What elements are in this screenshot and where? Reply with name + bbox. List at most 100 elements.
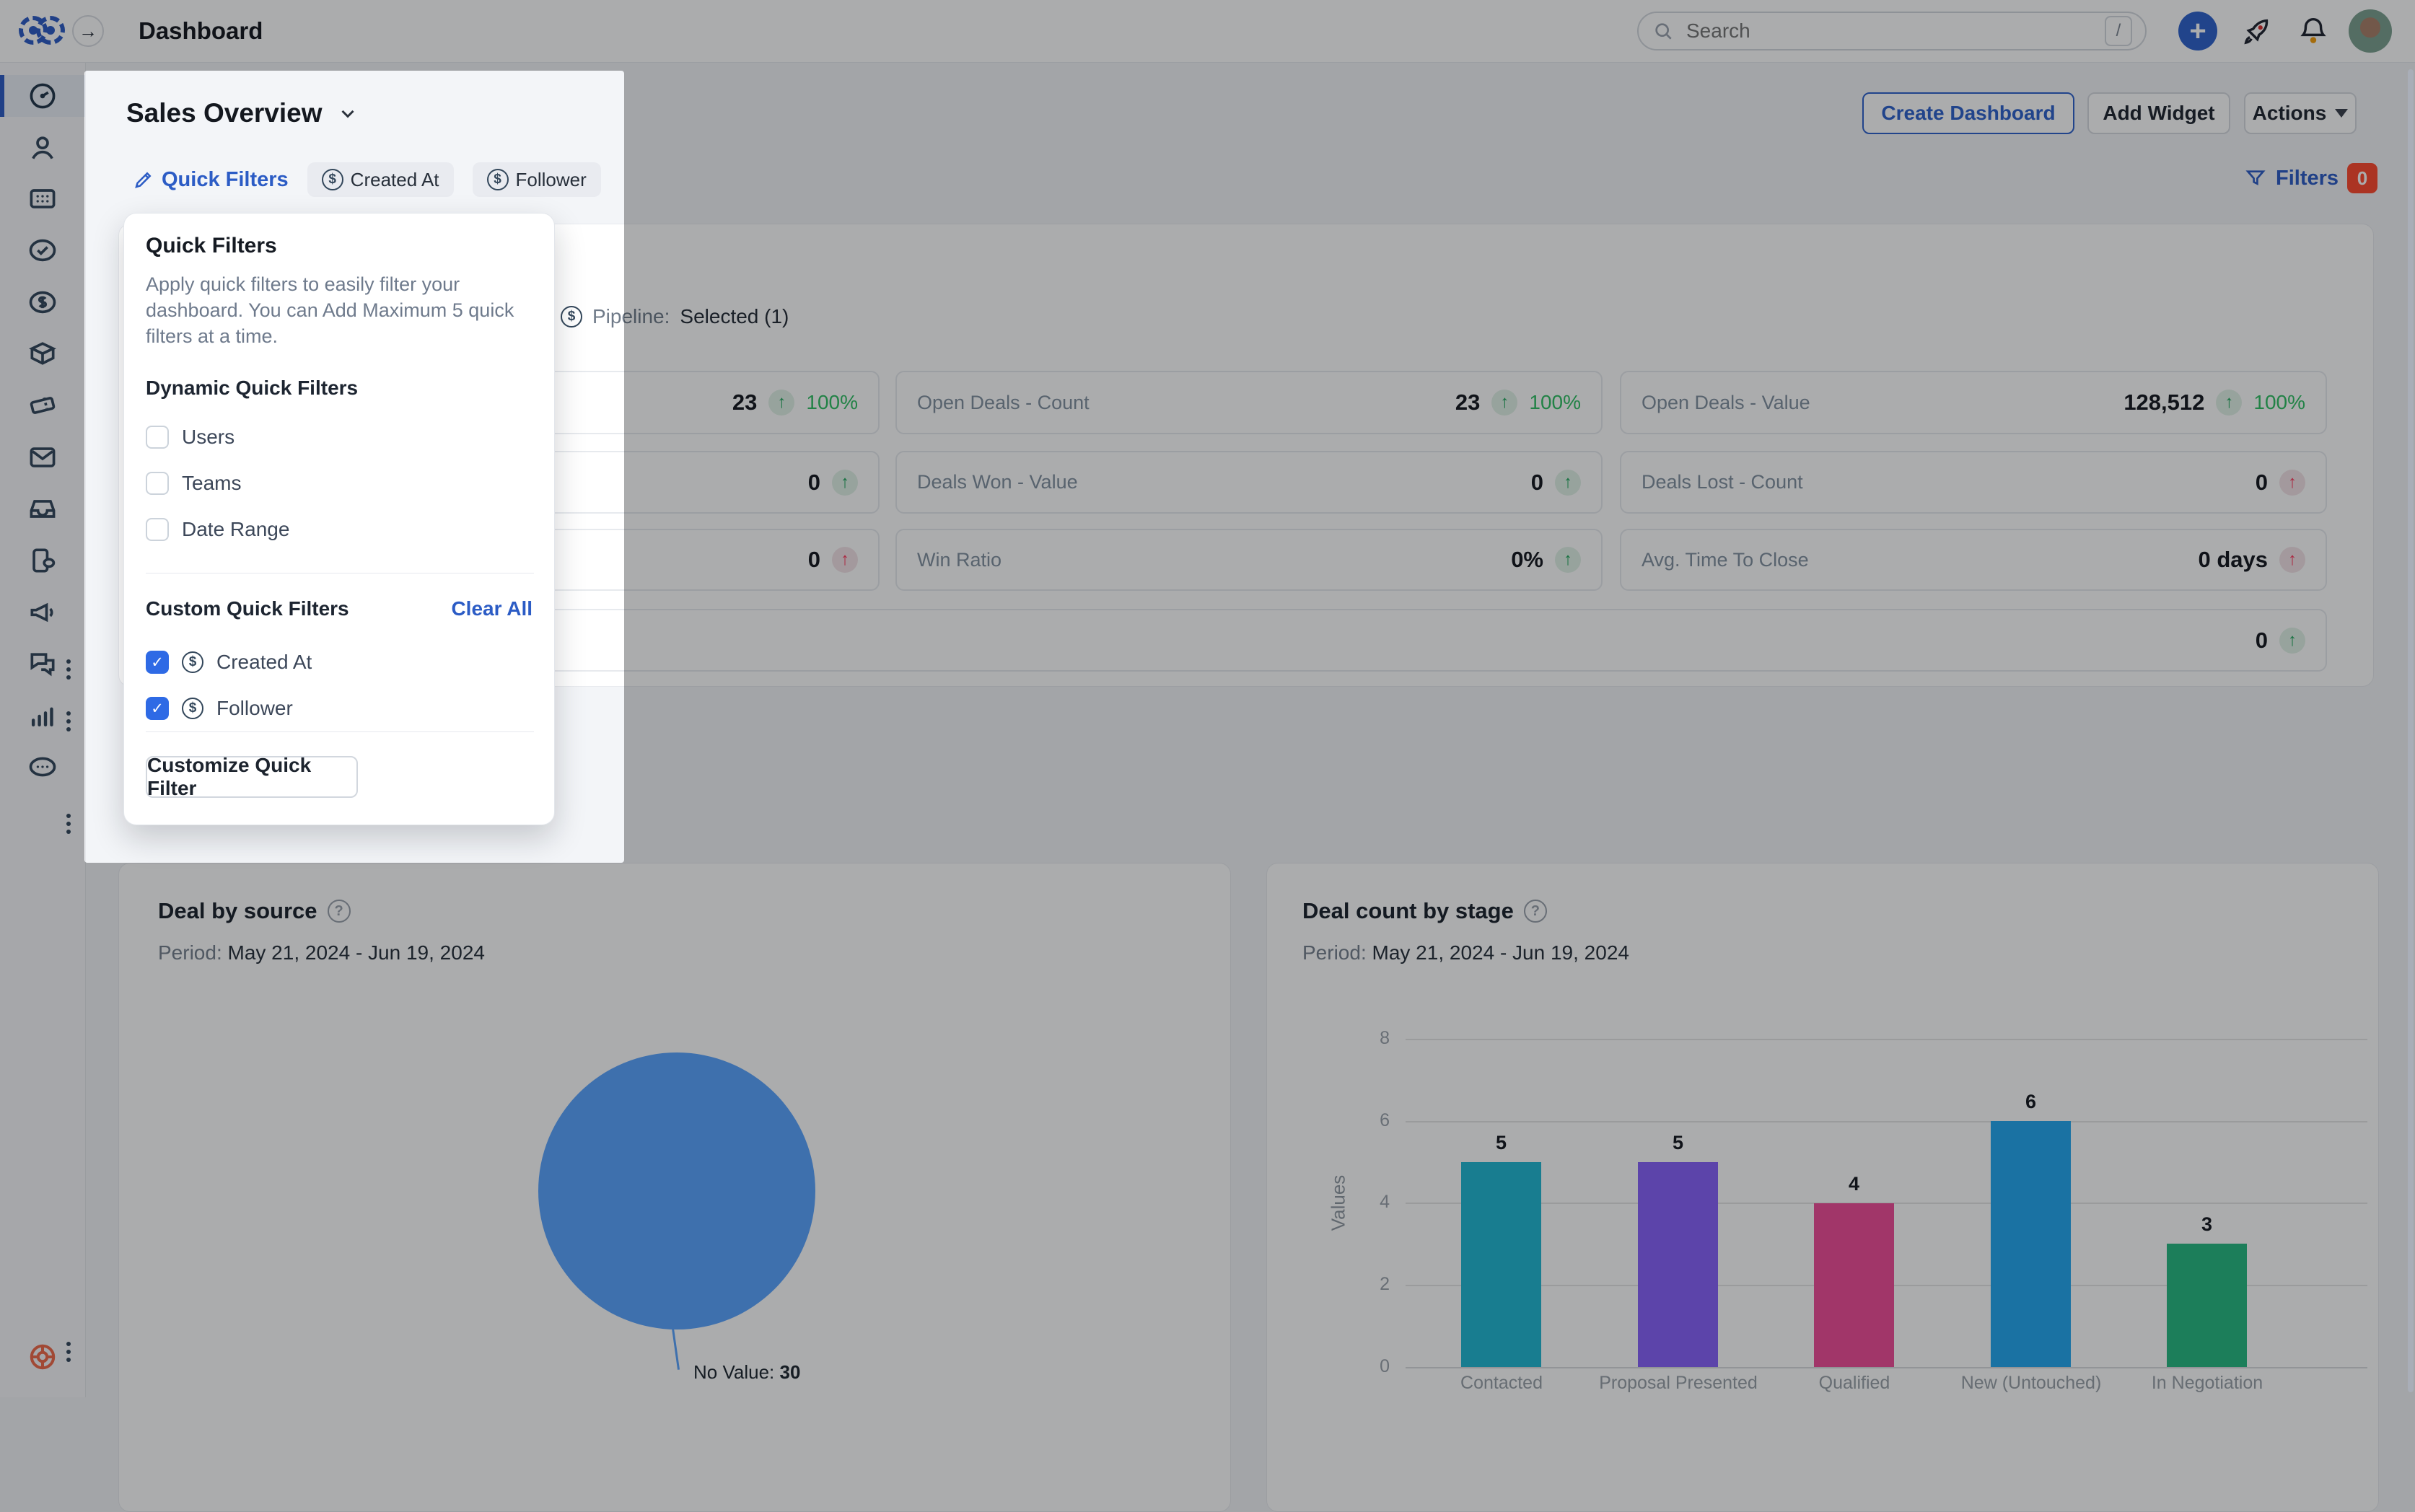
sidebar-item-analytics[interactable]: [0, 695, 85, 737]
bar-contacted[interactable]: [1461, 1161, 1541, 1367]
kpi-tile-win-ratio[interactable]: Win Ratio 0% ↑: [895, 529, 1603, 591]
tickets-ticket-icon: [30, 397, 56, 414]
freshworks-logo-icon[interactable]: [19, 16, 65, 45]
filters-count-badge: 0: [2347, 163, 2378, 193]
create-dashboard-button[interactable]: Create Dashboard: [1862, 92, 2074, 134]
kpi-tile-open-deals-value[interactable]: Open Deals - Value 128,512 ↑ 100%: [1620, 371, 2327, 434]
left-nav-sidebar: [0, 62, 86, 1397]
option-teams[interactable]: Teams: [146, 467, 241, 499]
bar-new-untouched[interactable]: [1991, 1120, 2071, 1367]
bar-proposal-presented[interactable]: [1638, 1161, 1718, 1367]
quick-filters-edit-link[interactable]: Quick Filters: [133, 168, 289, 192]
checkbox[interactable]: [146, 426, 169, 449]
deal-dollar-icon: $: [182, 651, 203, 673]
bar-value-label: 5: [1495, 1131, 1507, 1153]
chats-kebab-icon[interactable]: [66, 711, 71, 731]
checkbox[interactable]: [146, 472, 169, 495]
kpi-tile-deals-lost-count[interactable]: Deals Lost - Count 0 ↑: [1620, 451, 2327, 514]
search-shortcut-key: /: [2105, 16, 2132, 46]
option-users[interactable]: Users: [146, 421, 235, 453]
x-tick-label: Qualified: [1818, 1373, 1890, 1393]
bar-value-label: 4: [1848, 1172, 1860, 1195]
quick-add-button[interactable]: +: [2178, 12, 2217, 50]
actions-button[interactable]: Actions: [2244, 92, 2357, 134]
sidebar-item-deals[interactable]: [0, 281, 85, 323]
campaigns-megaphone-icon: [30, 602, 53, 623]
checkbox[interactable]: [146, 518, 169, 541]
sidebar-item-campaigns[interactable]: [0, 592, 85, 633]
notifications-bell-icon[interactable]: [2297, 14, 2330, 48]
popup-title: Quick Filters: [146, 234, 277, 258]
deal-dollar-icon: $: [182, 698, 203, 719]
pipeline-filter[interactable]: $ Pipeline: Selected (1): [561, 305, 789, 328]
campaigns-kebab-icon[interactable]: [66, 659, 71, 680]
deal-count-by-stage-widget: Deal count by stage ? Period: May 21, 20…: [1266, 863, 2379, 1512]
bar-in-negotiation[interactable]: [2167, 1244, 2247, 1367]
pipeline-label: Pipeline:: [592, 305, 670, 328]
chart-period: Period: May 21, 2024 - Jun 19, 2024: [1302, 941, 1629, 964]
bar-qualified[interactable]: [1814, 1203, 1894, 1367]
whats-new-rocket-icon[interactable]: [2240, 14, 2274, 48]
deal-by-source-widget: Deal by source ? Period: May 21, 2024 - …: [118, 863, 1231, 1512]
sidebar-item-phone[interactable]: [0, 540, 85, 581]
switcher-arrow-icon[interactable]: →: [72, 15, 104, 47]
sidebar-item-chats[interactable]: [0, 643, 85, 685]
sidebar-item-more[interactable]: [0, 746, 85, 788]
option-follower[interactable]: ✓ $ Follower: [146, 693, 293, 724]
sidebar-item-products[interactable]: [0, 333, 85, 374]
pipeline-value: Selected (1): [680, 305, 789, 328]
contacts-person-icon: [32, 136, 53, 159]
search-bar[interactable]: /: [1637, 12, 2147, 50]
more-ellipsis-icon: [29, 757, 56, 777]
funnel-icon: [2245, 170, 2266, 185]
add-widget-button[interactable]: Add Widget: [2087, 92, 2230, 134]
customize-quick-filter-button[interactable]: Customize Quick Filter: [146, 754, 358, 799]
pie-leader-line: [671, 1328, 680, 1370]
chevron-down-icon: [341, 110, 354, 118]
top-header: → Dashboard / +: [0, 0, 2415, 63]
option-date-range[interactable]: Date Range: [146, 514, 289, 545]
bar-value-label: 5: [1672, 1131, 1684, 1153]
bar-value-label: 6: [2025, 1090, 2037, 1112]
sidebar-item-emails[interactable]: [0, 436, 85, 478]
sidebar-item-contacts[interactable]: [0, 127, 85, 169]
dynamic-section-title: Dynamic Quick Filters: [146, 377, 359, 399]
sidebar-item-help[interactable]: [0, 1336, 85, 1378]
help-icon[interactable]: ?: [327, 900, 351, 923]
kpi-tile-avg-time-to-close[interactable]: Avg. Time To Close 0 days ↑: [1620, 529, 2327, 591]
search-input[interactable]: [1685, 19, 2105, 43]
y-tick: 6: [1380, 1110, 1390, 1130]
more-kebab-icon[interactable]: [66, 814, 71, 834]
sidebar-item-tasks[interactable]: [0, 229, 85, 271]
dashboard-name-heading[interactable]: Sales Overview: [126, 98, 359, 128]
add-widget-label: Add Widget: [2103, 102, 2215, 124]
gridline: [1406, 1121, 2367, 1122]
pie-slice[interactable]: [538, 1052, 815, 1329]
user-avatar[interactable]: [2349, 9, 2392, 53]
sidebar-item-inbox[interactable]: [0, 488, 85, 529]
checkbox-checked[interactable]: ✓: [146, 697, 169, 720]
sidebar-item-tickets[interactable]: [0, 384, 85, 426]
y-axis-label: Values: [1327, 1174, 1349, 1231]
x-tick-label: Contacted: [1460, 1373, 1543, 1393]
chip-follower[interactable]: $ Follower: [472, 162, 601, 197]
kpi-tile-open-deals-count[interactable]: Open Deals - Count 23 ↑ 100%: [895, 371, 1603, 434]
chip-created-at[interactable]: $ Created At: [307, 162, 454, 197]
trend-up-icon: ↑: [2216, 390, 2243, 416]
help-kebab-icon[interactable]: [66, 1342, 71, 1362]
sidebar-item-accounts[interactable]: [0, 177, 85, 219]
help-icon[interactable]: ?: [1523, 900, 1547, 923]
trend-up-icon: ↑: [2279, 627, 2305, 654]
chart-title: Deal by source ?: [158, 898, 351, 924]
page-title: Dashboard: [139, 17, 263, 44]
checkbox-checked[interactable]: ✓: [146, 651, 169, 674]
y-tick: 2: [1380, 1274, 1390, 1294]
filters-toggle[interactable]: Filters 0: [2244, 163, 2378, 193]
kpi-tile-deals-won-value[interactable]: Deals Won - Value 0 ↑: [895, 451, 1603, 514]
sidebar-item-dashboard[interactable]: [0, 75, 85, 117]
vertical-scrollbar[interactable]: [2408, 69, 2414, 1392]
clear-all-link[interactable]: Clear All: [451, 597, 532, 620]
quick-filters-popup: Quick Filters Apply quick filters to eas…: [123, 213, 555, 825]
option-created-at[interactable]: ✓ $ Created At: [146, 646, 312, 678]
inbox-tray-icon: [30, 500, 56, 518]
